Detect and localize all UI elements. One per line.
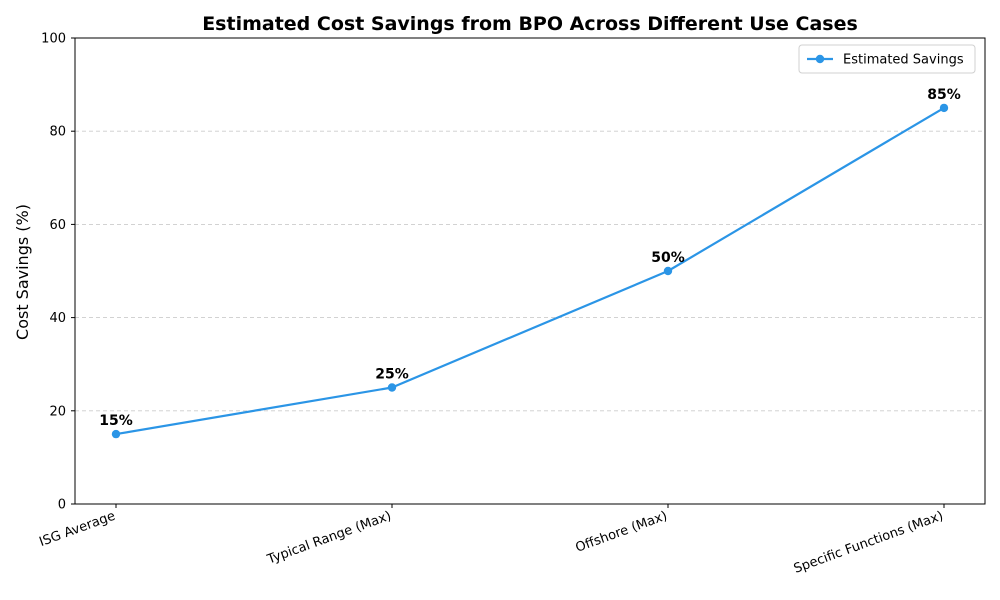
- grid-lines: [75, 130, 985, 412]
- y-tick-label: 0: [58, 498, 66, 513]
- legend-label: Estimated Savings: [843, 53, 964, 68]
- y-axis-label: Cost Savings (%): [13, 204, 32, 340]
- y-tick-label: 80: [49, 125, 66, 140]
- y-tick-label: 20: [49, 404, 66, 419]
- legend-marker-swatch: [815, 54, 825, 64]
- data-labels: 15% 25% 50% 85%: [99, 87, 961, 429]
- legend: Estimated Savings: [798, 44, 976, 74]
- data-point: [111, 429, 121, 439]
- data-label: 85%: [927, 87, 961, 103]
- y-tick-label: 60: [49, 218, 66, 233]
- data-point: [939, 103, 949, 113]
- data-point: [387, 383, 397, 392]
- plot-frame: [74, 37, 986, 505]
- data-label: 50%: [651, 250, 685, 266]
- legend-box: [798, 44, 976, 74]
- y-tick-label: 100: [41, 32, 66, 47]
- data-label: 25%: [375, 367, 409, 383]
- y-tick-label: 40: [49, 311, 66, 326]
- series-line: [115, 106, 945, 436]
- chart-title: Estimated Cost Savings from BPO Across D…: [202, 13, 858, 35]
- data-point: [663, 266, 673, 276]
- series-layer: [111, 103, 949, 439]
- data-label: 15%: [99, 413, 133, 429]
